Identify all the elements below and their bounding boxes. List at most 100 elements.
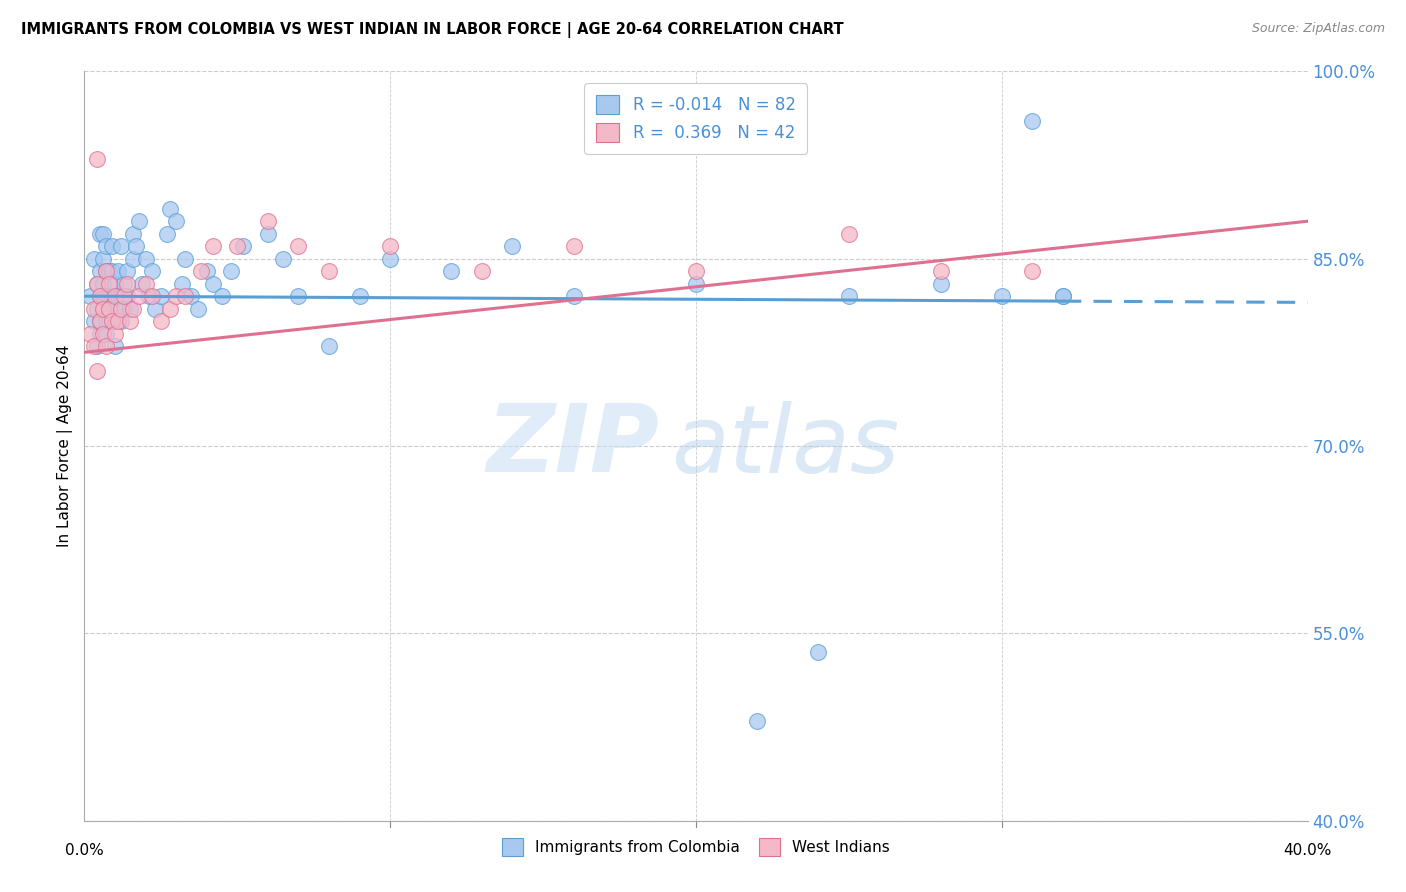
Point [159, 202, 181, 216]
Point [97, 264, 120, 278]
Point [211, 289, 233, 303]
Point [807, 645, 830, 659]
Point [128, 214, 150, 228]
Point [79, 289, 101, 303]
Point [89, 314, 111, 328]
Point [104, 301, 127, 316]
Point [929, 277, 952, 291]
Point [141, 264, 163, 278]
Point [562, 239, 585, 253]
Point [94, 264, 117, 278]
Point [97, 301, 120, 316]
Point [349, 289, 371, 303]
Point [201, 277, 224, 291]
Point [685, 264, 707, 278]
Point [929, 264, 952, 278]
Point [271, 252, 294, 266]
Point [141, 289, 163, 303]
Point [838, 289, 860, 303]
Point [318, 339, 340, 353]
Point [104, 277, 127, 291]
Point [122, 301, 145, 316]
Point [94, 289, 117, 303]
Point [201, 239, 224, 253]
Point [101, 264, 124, 278]
Point [89, 314, 111, 328]
Point [440, 264, 463, 278]
Legend: Immigrants from Colombia, West Indians: Immigrants from Colombia, West Indians [496, 832, 896, 862]
Point [86, 301, 108, 316]
Point [91, 289, 114, 303]
Point [104, 289, 127, 303]
Point [380, 252, 402, 266]
Text: 0.0%: 0.0% [65, 843, 104, 858]
Point [502, 239, 524, 253]
Point [94, 314, 117, 328]
Point [219, 264, 242, 278]
Point [97, 277, 120, 291]
Point [104, 339, 127, 353]
Point [112, 301, 135, 316]
Point [380, 239, 402, 253]
Point [110, 289, 132, 303]
Point [86, 152, 108, 166]
Point [101, 239, 124, 253]
Point [1052, 289, 1074, 303]
Point [86, 339, 108, 353]
Point [135, 277, 157, 291]
Point [110, 314, 132, 328]
Point [91, 227, 114, 241]
Point [115, 277, 138, 291]
Point [156, 227, 179, 241]
Point [110, 301, 132, 316]
Point [226, 239, 249, 253]
Point [97, 314, 120, 328]
Point [174, 289, 197, 303]
Point [112, 289, 135, 303]
Point [747, 714, 769, 728]
Point [122, 252, 145, 266]
Point [186, 301, 208, 316]
Point [112, 277, 135, 291]
Point [89, 326, 111, 341]
Point [86, 277, 108, 291]
Point [471, 264, 494, 278]
Point [104, 314, 127, 328]
Point [190, 264, 212, 278]
Point [104, 326, 127, 341]
Point [131, 277, 153, 291]
Point [257, 214, 280, 228]
Point [562, 289, 585, 303]
Point [107, 314, 129, 328]
Point [94, 264, 117, 278]
Y-axis label: In Labor Force | Age 20-64: In Labor Force | Age 20-64 [58, 345, 73, 547]
Point [685, 277, 707, 291]
Point [83, 339, 105, 353]
Point [86, 364, 108, 378]
Point [110, 239, 132, 253]
Point [257, 227, 280, 241]
Point [172, 277, 194, 291]
Point [991, 289, 1014, 303]
Text: ZIP: ZIP [486, 400, 659, 492]
Point [120, 301, 142, 316]
Point [97, 289, 120, 303]
Point [122, 227, 145, 241]
Point [79, 326, 101, 341]
Point [94, 239, 117, 253]
Point [125, 239, 148, 253]
Point [83, 252, 105, 266]
Point [91, 326, 114, 341]
Point [107, 264, 129, 278]
Point [86, 277, 108, 291]
Point [91, 301, 114, 316]
Text: IMMIGRANTS FROM COLOMBIA VS WEST INDIAN IN LABOR FORCE | AGE 20-64 CORRELATION C: IMMIGRANTS FROM COLOMBIA VS WEST INDIAN … [21, 22, 844, 38]
Point [115, 289, 138, 303]
Point [101, 289, 124, 303]
Point [138, 289, 160, 303]
Point [120, 314, 142, 328]
Point [89, 289, 111, 303]
Point [101, 314, 124, 328]
Point [91, 277, 114, 291]
Point [83, 301, 105, 316]
